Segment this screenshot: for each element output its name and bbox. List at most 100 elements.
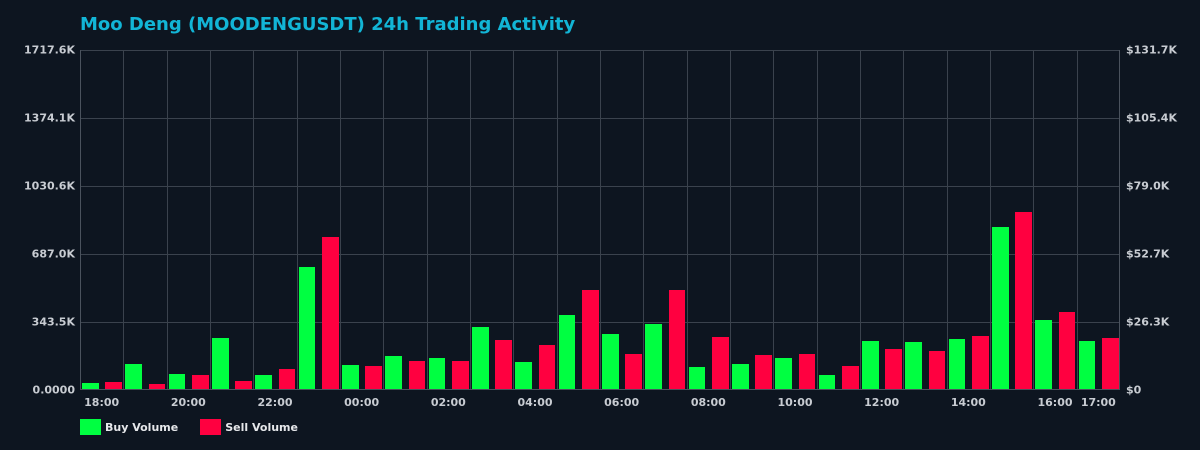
bar-buy-volume[interactable] <box>255 374 272 390</box>
bar-buy-volume[interactable] <box>948 338 966 390</box>
gridline-vertical <box>600 50 601 390</box>
bar-buy-volume[interactable] <box>125 364 142 390</box>
chart-title: Moo Deng (MOODENGUSDT) 24h Trading Activ… <box>80 14 576 35</box>
gridline-vertical <box>730 50 731 390</box>
bar-sell-volume[interactable] <box>105 382 123 390</box>
y-tick-label-left: 687.0K <box>31 247 75 261</box>
bar-sell-volume[interactable] <box>408 360 426 390</box>
bar-sell-volume[interactable] <box>581 290 599 390</box>
bar-sell-volume[interactable] <box>841 366 859 390</box>
bar-sell-volume[interactable] <box>321 236 339 390</box>
plot-area <box>80 50 1120 390</box>
bar-sell-volume[interactable] <box>1015 212 1033 390</box>
y-tick-label-left: 1717.6K <box>24 43 75 57</box>
y-tick-label-right: $0 <box>1126 383 1142 397</box>
gridline-vertical <box>1033 50 1035 390</box>
gridline-vertical <box>556 50 558 390</box>
bar-sell-volume[interactable] <box>235 381 253 390</box>
bar-buy-volume[interactable] <box>602 333 619 390</box>
bar-buy-volume[interactable] <box>688 367 706 390</box>
bar-sell-volume[interactable] <box>1058 312 1076 390</box>
y-tick-label-right: $79.0K <box>1126 179 1170 193</box>
gridline-vertical <box>513 50 515 390</box>
x-tick-label: 22:00 <box>257 396 293 409</box>
bar-buy-volume[interactable] <box>645 324 662 390</box>
gridline-vertical <box>860 50 861 390</box>
bar-buy-volume[interactable] <box>298 267 316 390</box>
gridline-vertical <box>426 50 428 390</box>
gridline-vertical <box>1076 50 1078 390</box>
gridline-vertical <box>470 50 471 390</box>
x-tick-label: 08:00 <box>690 396 726 409</box>
gridline-vertical <box>773 50 775 390</box>
bar-sell-volume[interactable] <box>971 335 989 390</box>
y-tick-label-right: $105.4K <box>1126 111 1177 125</box>
bar-buy-volume[interactable] <box>862 340 879 390</box>
x-tick-label: 04:00 <box>517 396 553 409</box>
gridline-vertical <box>296 50 298 390</box>
x-tick-label: 10:00 <box>777 396 813 409</box>
bar-sell-volume[interactable] <box>625 353 643 390</box>
bar-sell-volume[interactable] <box>538 345 556 390</box>
bar-buy-volume[interactable] <box>1035 319 1052 390</box>
bar-sell-volume[interactable] <box>755 354 773 390</box>
bar-sell-volume[interactable] <box>148 384 166 390</box>
bar-sell-volume[interactable] <box>278 369 296 390</box>
bar-sell-volume[interactable] <box>928 351 946 390</box>
bar-buy-volume[interactable] <box>905 342 922 390</box>
bar-buy-volume[interactable] <box>342 365 359 390</box>
gridline-vertical <box>686 50 688 390</box>
gridline-vertical <box>946 50 948 390</box>
bar-buy-volume[interactable] <box>558 314 576 390</box>
x-tick-label: 14:00 <box>950 396 986 409</box>
bar-sell-volume[interactable] <box>191 374 209 390</box>
bar-buy-volume[interactable] <box>818 374 836 390</box>
y-tick-label-right: $52.7K <box>1126 247 1170 261</box>
gridline-vertical <box>123 50 125 390</box>
bar-buy-volume[interactable] <box>212 337 229 390</box>
bar-buy-volume[interactable] <box>472 327 489 390</box>
bar-sell-volume[interactable] <box>365 366 383 390</box>
bar-sell-volume[interactable] <box>668 290 686 390</box>
bar-buy-volume[interactable] <box>385 355 402 390</box>
legend-item-sell[interactable]: Sell Volume <box>200 419 298 435</box>
bar-buy-volume[interactable] <box>1078 340 1096 390</box>
x-tick-label: 17:00 <box>1080 396 1116 409</box>
x-tick-label: 16:00 <box>1037 396 1073 409</box>
legend: Buy Volume Sell Volume <box>80 419 320 435</box>
x-tick-label: 18:00 <box>84 396 120 409</box>
x-tick-label: 06:00 <box>604 396 640 409</box>
gridline-vertical <box>340 50 341 390</box>
bar-sell-volume[interactable] <box>711 336 729 390</box>
y-tick-label-left: 1030.6K <box>24 179 75 193</box>
gridline-vertical <box>210 50 211 390</box>
legend-swatch-buy <box>80 419 101 435</box>
x-tick-label: 12:00 <box>864 396 900 409</box>
bar-sell-volume[interactable] <box>495 339 513 390</box>
gridline-vertical <box>253 50 255 390</box>
bar-sell-volume[interactable] <box>885 349 903 390</box>
bar-buy-volume[interactable] <box>992 227 1009 390</box>
x-tick-label: 02:00 <box>430 396 466 409</box>
y-tick-label-left: 0.0000 <box>32 383 75 397</box>
legend-swatch-sell <box>200 419 222 435</box>
x-tick-label: 00:00 <box>344 396 380 409</box>
gridline-vertical <box>903 50 905 390</box>
legend-label-buy: Buy Volume <box>105 420 179 434</box>
y-tick-label-left: 343.5K <box>31 315 75 329</box>
y-tick-label-right: $26.3K <box>1126 315 1170 329</box>
bar-buy-volume[interactable] <box>82 383 99 390</box>
legend-item-buy[interactable]: Buy Volume <box>80 419 178 435</box>
bar-buy-volume[interactable] <box>515 362 532 390</box>
gridline-vertical <box>383 50 385 390</box>
bar-sell-volume[interactable] <box>798 353 816 390</box>
bar-sell-volume[interactable] <box>451 360 469 390</box>
bar-buy-volume[interactable] <box>732 364 749 390</box>
gridline-vertical <box>990 50 991 390</box>
bar-buy-volume[interactable] <box>428 357 446 390</box>
legend-label-sell: Sell Volume <box>225 420 298 434</box>
bar-buy-volume[interactable] <box>168 373 186 390</box>
bar-buy-volume[interactable] <box>775 357 792 390</box>
bar-sell-volume[interactable] <box>1101 337 1119 390</box>
